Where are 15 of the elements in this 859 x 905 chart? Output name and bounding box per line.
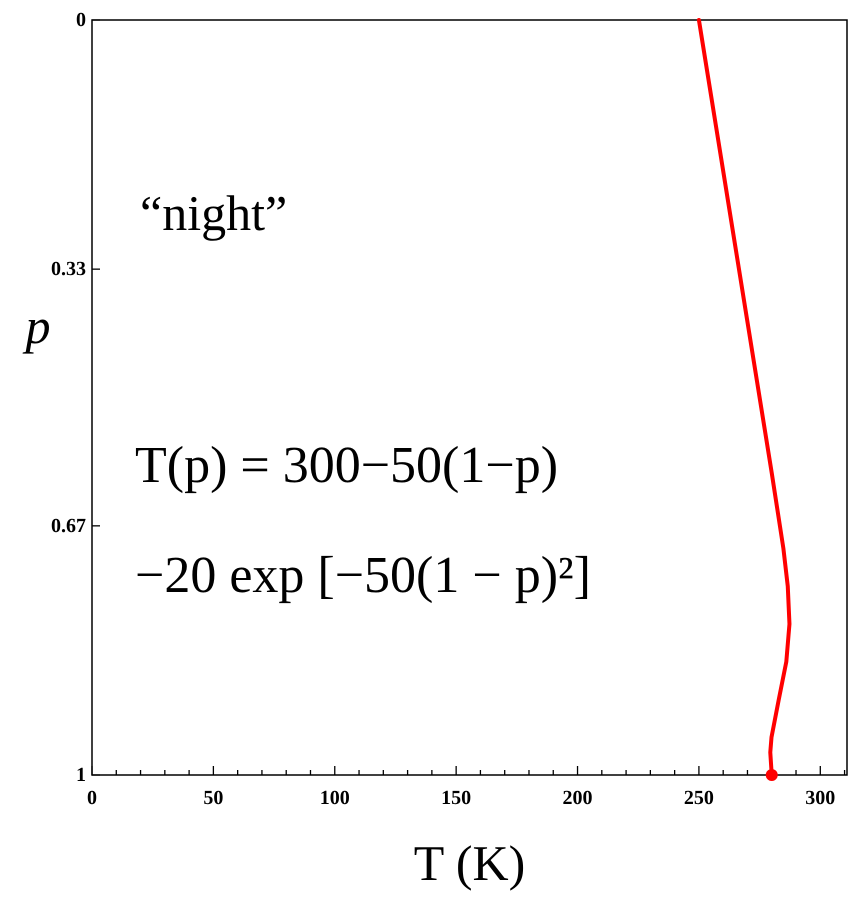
y-tick-label: 1 xyxy=(76,764,86,786)
x-tick-label: 250 xyxy=(684,787,714,809)
annotation: T(p) = 300−50(1−p) xyxy=(135,437,558,494)
y-tick-label: 0.33 xyxy=(51,258,86,280)
x-tick-label: 50 xyxy=(203,787,224,809)
annotation: “night” xyxy=(140,185,288,241)
x-tick-label: 300 xyxy=(805,787,836,809)
y-axis-title: p xyxy=(22,298,50,354)
x-tick-label: 100 xyxy=(320,787,350,809)
y-tick-label: 0.67 xyxy=(51,514,86,537)
x-tick-label: 150 xyxy=(441,787,472,809)
x-axis-title: T (K) xyxy=(414,835,526,891)
annotation: −20 exp [−50(1 − p)²] xyxy=(135,547,591,604)
x-tick-label: 200 xyxy=(562,787,593,809)
y-tick-label: 0 xyxy=(76,9,86,31)
